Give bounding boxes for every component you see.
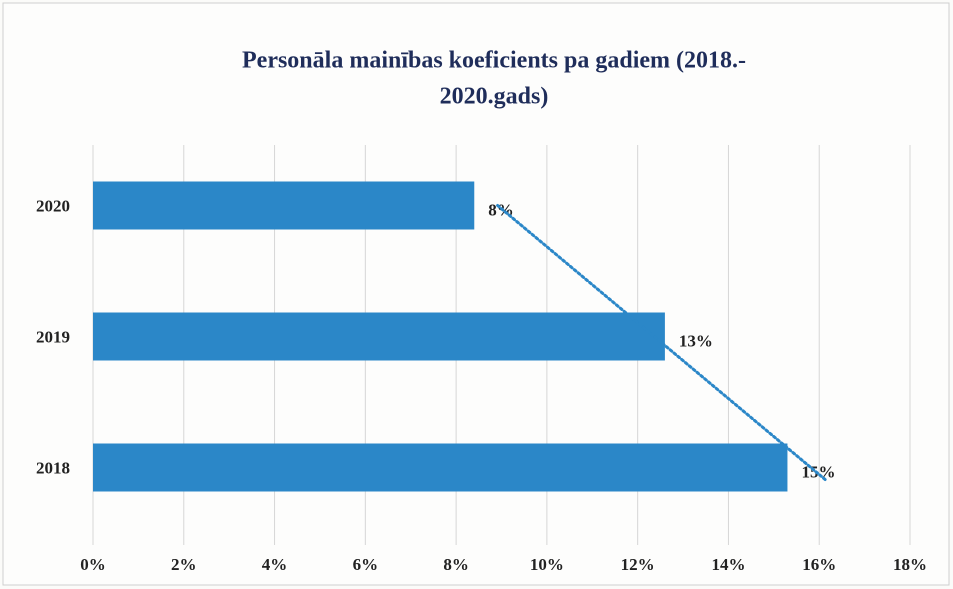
data-label: 15%: [801, 462, 835, 481]
bar: [93, 181, 475, 230]
x-tick-label: 14%: [711, 555, 745, 574]
data-label: 13%: [679, 331, 713, 350]
x-tick-label: 12%: [621, 555, 655, 574]
y-tick-label: 2018: [36, 458, 70, 477]
x-tick-label: 8%: [443, 555, 469, 574]
x-tick-label: 18%: [893, 555, 927, 574]
chart-title: 2020.gads): [440, 84, 549, 110]
trendline: [496, 204, 827, 481]
y-tick-label: 2020: [36, 196, 70, 215]
bar: [93, 312, 665, 361]
bar: [93, 443, 788, 492]
x-tick-label: 4%: [262, 555, 288, 574]
x-tick-label: 6%: [353, 555, 379, 574]
x-tick-label: 0%: [80, 555, 106, 574]
x-tick-label: 10%: [530, 555, 564, 574]
x-tick-label: 16%: [802, 555, 836, 574]
chart-title: Personāla mainības koeficients pa gadiem…: [242, 48, 746, 74]
x-tick-label: 2%: [171, 555, 197, 574]
y-tick-label: 2019: [36, 327, 70, 346]
